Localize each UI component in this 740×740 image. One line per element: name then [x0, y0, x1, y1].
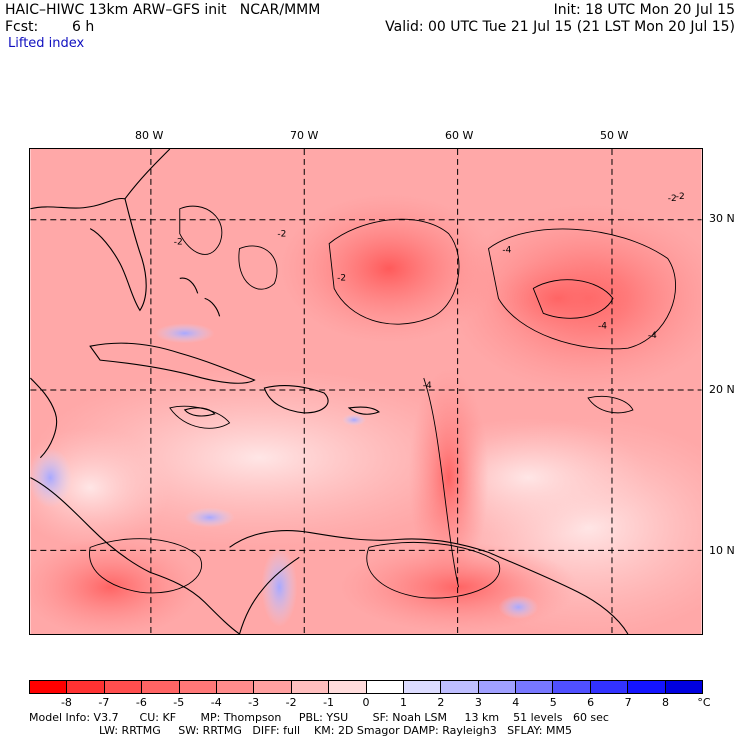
coastline-hispaniola	[263, 385, 329, 414]
contour-lines	[89, 205, 676, 599]
field-blue-patch-4	[184, 507, 235, 528]
colorbar-swatch	[178, 681, 216, 693]
field-name: Lifted index	[8, 36, 85, 51]
model-info-line2: LW: RRTMG SW: RRTMG DIFF: full KM: 2D Sm…	[99, 724, 572, 737]
colorbar-tick-label: 4	[512, 696, 520, 709]
lon-label-80w: 80 W	[135, 129, 164, 142]
coastline-florida	[89, 198, 147, 312]
colorbar-swatch	[215, 681, 254, 693]
field-strong-east-core	[488, 258, 628, 339]
field-blue-patch-5	[342, 413, 366, 426]
init-time: Init: 18 UTC Mon 20 Jul 15	[553, 2, 735, 18]
colorbar	[29, 680, 703, 694]
colorbar-tick-label: 0	[362, 696, 370, 709]
colorbar-tick-label: 1	[399, 696, 407, 709]
field-strong-band	[408, 368, 489, 588]
model-info-line1: Model Info: V3.7 CU: KF MP: Thompson PBL…	[29, 711, 609, 724]
colorbar-tick-label: -5	[173, 696, 185, 709]
lat-label-20n: 20 N	[709, 383, 735, 396]
colorbar-swatch	[664, 681, 703, 693]
colorbar-swatch	[402, 681, 441, 693]
colorbar-swatch	[30, 681, 67, 693]
contour-label: -2	[668, 194, 677, 204]
coastline-panama	[238, 556, 300, 634]
coastline-puerto-rico	[347, 406, 381, 415]
lat-label-30n: 30 N	[709, 212, 735, 225]
coastline-bahamas-1	[179, 277, 199, 294]
coastline-central-america	[30, 477, 240, 634]
colorbar-tick-label: 6	[587, 696, 595, 709]
contour-label: -4	[502, 246, 511, 256]
colorbar-tick-label: 8	[662, 696, 670, 709]
lat-label-10n: 10 N	[709, 544, 735, 557]
field-blue-patch-1	[154, 323, 215, 344]
lat-lon-grid	[30, 149, 702, 634]
colorbar-tick-label: -8	[60, 696, 72, 709]
valid-time: Valid: 00 UTC Tue 21 Jul 15 (21 LST Mon …	[385, 19, 735, 35]
lon-label-70w: 70 W	[290, 129, 319, 142]
map-canvas: -2 -2 -2 -2 -4 -4 -4 -4 -2	[29, 148, 703, 635]
model-title: HAIC–HIWC 13km ARW–GFS init NCAR/MMM	[5, 2, 321, 18]
coastline-us-gulf	[30, 197, 126, 210]
contour-label: -4	[598, 321, 607, 331]
lifted-index-map: -2 -2 -2 -2 -4 -4 -4 -4 -2	[29, 148, 703, 635]
colorbar-tick-label: 2	[437, 696, 445, 709]
colorbar-swatch	[515, 681, 553, 693]
colorbar-tick-label: 5	[549, 696, 557, 709]
colorbar-tick-label: -3	[248, 696, 260, 709]
contour-label: -2	[277, 230, 286, 240]
colorbar-tick-label: -4	[210, 696, 222, 709]
colorbar-tick-label: -7	[98, 696, 110, 709]
colorbar-swatch	[552, 681, 590, 693]
field-blue-patch-2	[30, 447, 73, 508]
colorbar-tick-label: -2	[285, 696, 297, 709]
colorbar-swatch	[328, 681, 366, 693]
coastline-cuba	[89, 342, 256, 384]
contour-label: -2	[174, 238, 183, 248]
contour-label: -2	[676, 192, 685, 202]
colorbar-swatch	[290, 681, 329, 693]
colorbar-swatch	[440, 681, 478, 693]
coastline-us-east	[124, 149, 171, 200]
coastline-yucatan	[30, 377, 58, 459]
colorbar-swatch	[365, 681, 403, 693]
field-strong-southwest	[30, 537, 200, 634]
colorbar-swatch	[103, 681, 142, 693]
colorbar-tick-label: 3	[474, 696, 482, 709]
contour-label: -4	[648, 331, 657, 341]
colorbar-swatch	[66, 681, 104, 693]
forecast-label: Fcst:	[5, 19, 39, 35]
colorbar-swatch	[477, 681, 516, 693]
lon-label-50w: 50 W	[600, 129, 629, 142]
colorbar-swatch	[253, 681, 291, 693]
colorbar-tick-label: -6	[135, 696, 147, 709]
colorbar-tick-label: 7	[624, 696, 632, 709]
field-strong-central	[279, 193, 499, 344]
colorbar-swatch	[627, 681, 665, 693]
coastline-bahamas-2	[204, 297, 221, 317]
coastline-south-america	[229, 530, 629, 634]
colorbar-tick-label: -1	[323, 696, 335, 709]
coastlines	[30, 149, 629, 634]
field-blue-patch-3	[261, 547, 298, 628]
lon-label-60w: 60 W	[445, 129, 474, 142]
forecast-hour: 6 h	[72, 19, 95, 35]
colorbar-swatch	[589, 681, 628, 693]
colorbar-unit: °C	[697, 696, 711, 709]
contour-label: -2	[337, 273, 346, 283]
coastline-jamaica	[183, 407, 216, 417]
contour-label: -4	[423, 381, 432, 391]
colorbar-swatch	[141, 681, 179, 693]
field-blue-patch-6	[498, 595, 539, 620]
